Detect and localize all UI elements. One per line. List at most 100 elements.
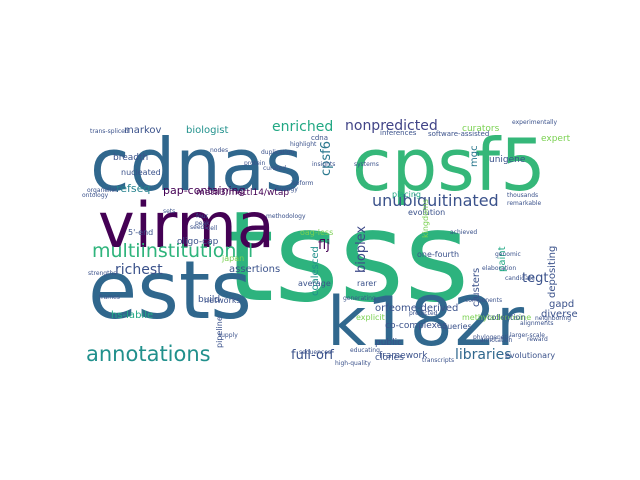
word-coalesced: coalesced <box>310 246 321 296</box>
word-average: average <box>298 279 331 288</box>
word-mettl3-mettl14-wtap: mettl3/mettl14/wtap <box>196 188 289 198</box>
word-pipeline: pipeline <box>215 316 224 348</box>
word-organelles: organelles <box>87 187 118 194</box>
word-annotation: annotation <box>480 337 513 344</box>
word-duplication: duplication <box>261 149 294 156</box>
word-curators: curators <box>462 124 500 134</box>
word-alignments: alignments <box>520 320 553 327</box>
word-collection: collection <box>487 313 525 322</box>
word-highlight: highlight <box>290 141 317 148</box>
word-ests: ests <box>88 244 252 337</box>
word-remarkable: remarkable <box>507 200 542 207</box>
word-queries: queries <box>442 322 472 331</box>
word-one-fourth: one-fourth <box>417 250 459 259</box>
word-nodes: nodes <box>210 147 228 154</box>
word-oag-less: oag-less <box>300 228 333 237</box>
word-cell: cell <box>207 225 218 232</box>
word-thousands: thousands <box>507 192 538 199</box>
word-peak: peak <box>195 220 210 227</box>
word-cdnas: cdnas <box>90 123 303 207</box>
word-candidate: candidate <box>505 275 535 282</box>
word-transcripts: transcripts <box>422 357 454 364</box>
word-clones: clones <box>375 353 404 363</box>
word-methyladenosine: methyladenosine <box>462 313 531 322</box>
word-cpsf5: cpsf5 <box>352 123 546 207</box>
word-co-complexes: co-complexes <box>385 321 447 331</box>
word-depositing: depositing <box>547 246 558 298</box>
word-frames: frames <box>99 294 120 301</box>
word-multiinstitutional: multiinstitutional <box>92 240 253 262</box>
word-phylogenetic: phylogenetic <box>473 334 512 341</box>
word-evolutionary: evolutionary <box>505 351 555 360</box>
word-high-quality: high-quality <box>335 360 371 367</box>
word-virma: virma <box>98 189 275 262</box>
word-oligo-cap: oligo-cap <box>177 237 219 247</box>
word-biology: biology <box>276 186 298 193</box>
word-unubiquitinated: unubiquitinated <box>372 191 499 210</box>
word-richest: richest <box>115 262 163 278</box>
word-evolution: evolution <box>408 208 445 217</box>
word-libraries: libraries <box>455 347 512 363</box>
word-k182r: k182r <box>327 283 524 362</box>
word-assertions: assertions <box>229 264 280 275</box>
word-four: four <box>196 213 209 220</box>
word-reward: reward <box>527 336 548 343</box>
word-rarer: rarer <box>357 279 377 288</box>
word-inferences: inferences <box>380 129 417 137</box>
word-public: public <box>375 338 402 348</box>
word-cdna: cdna <box>311 134 328 142</box>
word-achieved: achieved <box>450 229 477 236</box>
word-protein: protein <box>244 160 266 167</box>
word-nucleated: nucleated <box>121 168 161 177</box>
word-nonpredicted: nonpredicted <box>345 118 438 134</box>
word-full-orf: full-orf <box>291 348 334 363</box>
word-insights: insights <box>312 161 335 168</box>
word-curated: curated <box>263 165 286 172</box>
word-japan: japan <box>221 254 244 263</box>
word-generating: generating <box>343 295 376 302</box>
word-mgc: mgc <box>469 145 480 167</box>
word-pap-containing: pap-containing <box>163 184 246 197</box>
word-unigene: unigene <box>489 155 526 165</box>
word-refseq: refseq <box>116 182 150 195</box>
word-tegt: tegt <box>522 271 548 286</box>
word-isoform: isoform <box>291 180 314 187</box>
word-educating: educating <box>350 347 380 354</box>
word-build: build <box>198 295 220 305</box>
word-clusters: clusters <box>471 268 482 307</box>
word-neighboring: neighboring <box>535 315 571 322</box>
word-enriched: enriched <box>272 119 333 135</box>
word-software-assisted: software-assisted <box>428 130 489 138</box>
word-tsss: tsss <box>225 185 469 330</box>
word-strengths: strengths <box>88 270 116 277</box>
word-genomic: genomic <box>495 251 521 258</box>
word-experimentally: experimentally <box>512 119 557 126</box>
word-placing: placing <box>392 190 421 199</box>
word-predicted: predicted <box>409 310 438 317</box>
word-sequences: sequences <box>299 349 331 356</box>
word-framework: framework <box>379 351 428 361</box>
word-markov: markov <box>124 125 162 136</box>
word-hs-labile: hs-labile <box>111 310 153 321</box>
word-flj: flj <box>318 238 330 253</box>
word-cpsf6: cpsf6 <box>319 141 334 176</box>
word-kingdoms: kingdoms <box>421 199 430 238</box>
word-elaboration: elaboration <box>482 265 516 272</box>
word-larger-scale: larger-scale <box>510 332 545 339</box>
word-paint: paint <box>497 246 508 272</box>
word-orfeome-derived: orfeome-derived <box>375 303 458 314</box>
word-5-end: 5'-end <box>128 228 153 237</box>
word-diverse: diverse <box>541 309 578 320</box>
word-components: components <box>465 297 502 304</box>
word-bioplex: bioplex <box>354 226 369 273</box>
word-networks: networks <box>204 296 241 305</box>
word-breadth: breadth <box>113 153 148 163</box>
word-sets: sets <box>163 208 175 215</box>
word-supply: supply <box>218 332 238 339</box>
word-seeds: seeds <box>190 224 207 231</box>
word-systems: systems <box>354 161 379 168</box>
word-expert: expert <box>541 134 571 144</box>
word-methodology: methodology <box>266 213 306 220</box>
word-annotations: annotations <box>86 342 211 366</box>
